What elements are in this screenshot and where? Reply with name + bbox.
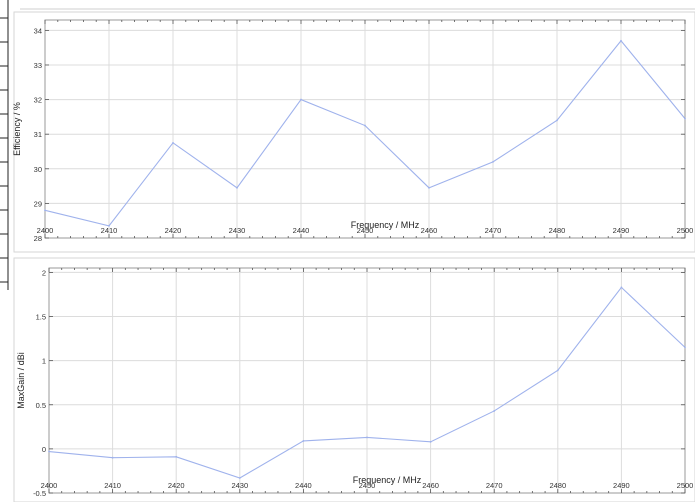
x-tick-label: 2490 bbox=[613, 226, 630, 235]
panel-frame bbox=[13, 257, 695, 502]
data-point bbox=[428, 186, 430, 189]
data-point bbox=[493, 410, 496, 412]
y-tick-label: 0 bbox=[42, 445, 46, 454]
x-tick-label: 2480 bbox=[549, 226, 566, 235]
x-tick-label: 2430 bbox=[231, 481, 248, 490]
y-tick-label: 1.5 bbox=[36, 313, 46, 322]
x-tick-label: 2450 bbox=[359, 481, 376, 490]
data-point bbox=[492, 160, 494, 163]
y-tick-label: 29 bbox=[34, 199, 42, 208]
y-tick-label: 33 bbox=[34, 61, 42, 70]
y-tick-label: 30 bbox=[34, 165, 42, 174]
x-tick-label: 2470 bbox=[485, 226, 502, 235]
y-axis-title: MaxGain / dBi bbox=[16, 352, 26, 409]
data-point bbox=[111, 456, 114, 459]
data-point bbox=[172, 141, 174, 144]
data-point bbox=[620, 286, 623, 289]
x-tick-label: 2450 bbox=[357, 226, 374, 235]
x-axis-title: Frequency / MHz bbox=[351, 220, 420, 230]
y-tick-label: 28 bbox=[34, 234, 42, 243]
x-tick-label: 2420 bbox=[165, 226, 182, 235]
data-point bbox=[684, 346, 686, 349]
y-tick-label: 32 bbox=[34, 96, 42, 105]
x-tick-label: 2490 bbox=[613, 481, 630, 490]
data-point bbox=[684, 117, 686, 120]
y-tick-label: 2 bbox=[42, 268, 46, 277]
data-point bbox=[302, 440, 305, 442]
data-point bbox=[364, 124, 366, 127]
data-point bbox=[556, 369, 559, 372]
y-tick-label: 34 bbox=[34, 26, 42, 35]
data-point bbox=[236, 186, 238, 189]
x-tick-label: 2460 bbox=[421, 226, 438, 235]
x-tick-label: 2470 bbox=[486, 481, 503, 490]
y-tick-label: -0.5 bbox=[33, 489, 46, 498]
y-tick-label: 0.5 bbox=[36, 401, 46, 410]
y-axis-title: Efficiency / % bbox=[12, 102, 22, 156]
data-point bbox=[556, 119, 558, 122]
x-tick-label: 2500 bbox=[677, 481, 694, 490]
x-tick-label: 2430 bbox=[229, 226, 246, 235]
x-axis-title: Frequency / MHz bbox=[353, 475, 422, 485]
data-point bbox=[620, 39, 622, 42]
data-point bbox=[44, 209, 46, 212]
data-point bbox=[48, 450, 50, 453]
x-tick-label: 2400 bbox=[41, 481, 58, 490]
y-tick-label: 1 bbox=[42, 357, 46, 366]
x-tick-label: 2500 bbox=[677, 226, 694, 235]
data-point bbox=[300, 98, 302, 101]
x-tick-label: 2420 bbox=[168, 481, 185, 490]
panel-frame bbox=[13, 11, 695, 253]
data-point bbox=[108, 224, 110, 227]
x-tick-label: 2440 bbox=[293, 226, 310, 235]
x-tick-label: 2480 bbox=[549, 481, 566, 490]
x-tick-label: 2410 bbox=[104, 481, 121, 490]
chart-1: 2400 2410 2420 2430 2440 2450 2460 2470 2480 2490… bbox=[12, 11, 695, 253]
x-tick-label: 2460 bbox=[422, 481, 439, 490]
chart-2: 2400 2410 2420 2430 2440 2450 2460 2470 2480 2490… bbox=[13, 257, 695, 502]
data-point bbox=[366, 436, 368, 439]
x-tick-label: 2410 bbox=[101, 226, 118, 235]
y-tick-label: 31 bbox=[34, 130, 42, 139]
data-point bbox=[175, 455, 178, 458]
data-point bbox=[429, 440, 432, 443]
x-tick-label: 2440 bbox=[295, 481, 312, 490]
x-tick-label: 2400 bbox=[37, 226, 54, 235]
data-point bbox=[238, 477, 241, 479]
